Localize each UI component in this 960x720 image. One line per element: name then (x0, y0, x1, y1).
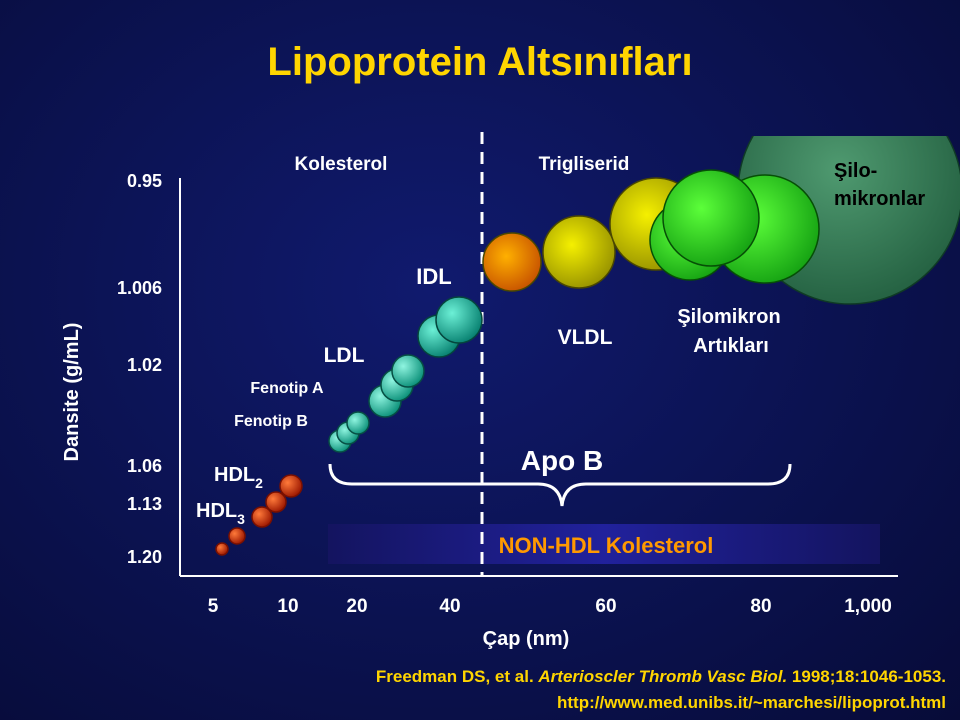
particle-hdl (251, 506, 273, 528)
citation-authors: Freedman DS, et al. (375, 667, 534, 686)
citation-ref: 1998;18:1046-1053. (791, 667, 946, 686)
particle-hdl (279, 474, 303, 498)
x-tick-label: 60 (595, 596, 616, 617)
y-tick-label: 1.02 (127, 355, 162, 375)
particle-ldl (346, 411, 370, 435)
region-label-trigliserid: Trigliserid (539, 154, 630, 175)
label-remnant-line2: Artıkları (693, 335, 769, 357)
x-tick-label: 5 (208, 596, 219, 617)
particle-hdl (265, 491, 287, 513)
particle-vldl (542, 215, 616, 289)
x-axis-label: Çap (nm) (483, 628, 570, 650)
particle-hdl (228, 527, 246, 545)
particle-idl (435, 296, 483, 344)
label-idl: IDL (416, 264, 451, 289)
slide-title: Lipoprotein Altsınıfları (267, 40, 693, 84)
particle-şilomikron-artıkları (662, 169, 760, 267)
x-tick-label: 80 (750, 596, 771, 617)
label-hdl2: HDL2 (214, 464, 263, 491)
label-chylo-line1: Şilo- (834, 160, 877, 182)
citation-url[interactable]: http://www.med.unibs.it/~marchesi/lipopr… (557, 693, 946, 712)
label-vldl: VLDL (558, 326, 613, 349)
x-tick-label: 1,000 (844, 596, 892, 617)
label-hdl3: HDL3 (196, 500, 245, 527)
label-fenotip-a: Fenotip A (250, 380, 324, 397)
particle-vldl (482, 232, 542, 292)
citation-journal: Arterioscler Thromb Vasc Biol. (538, 667, 788, 686)
label-chylo-line2: mikronlar (834, 188, 925, 210)
non-hdl-band (328, 524, 880, 564)
y-tick-label: 1.13 (127, 494, 162, 514)
citation-line-1: Freedman DS, et al. Arterioscler Thromb … (376, 664, 946, 690)
region-label-kolesterol: Kolesterol (295, 154, 388, 175)
apo-b-brace (328, 463, 792, 507)
particle-hdl (215, 542, 229, 556)
label-fenotip-b: Fenotip B (234, 413, 308, 430)
y-tick-label: 1.06 (127, 456, 162, 476)
label-ldl: LDL (324, 344, 365, 367)
citation: Freedman DS, et al. Arterioscler Thromb … (376, 664, 946, 716)
particle-ldl (391, 354, 425, 388)
y-tick-label: 1.006 (117, 278, 162, 298)
x-tick-label: 20 (346, 596, 367, 617)
label-remnant-line1: Şilomikron (677, 306, 780, 328)
y-tick-label: 0.95 (127, 171, 162, 191)
label-non-hdl: NON-HDL Kolesterol (499, 533, 714, 558)
y-tick-label: 1.20 (127, 547, 162, 567)
label-apo-b: Apo B (521, 445, 603, 476)
x-tick-label: 40 (439, 596, 460, 617)
x-tick-label: 10 (277, 596, 298, 617)
y-axis-label: Dansite (g/mL) (61, 323, 83, 462)
